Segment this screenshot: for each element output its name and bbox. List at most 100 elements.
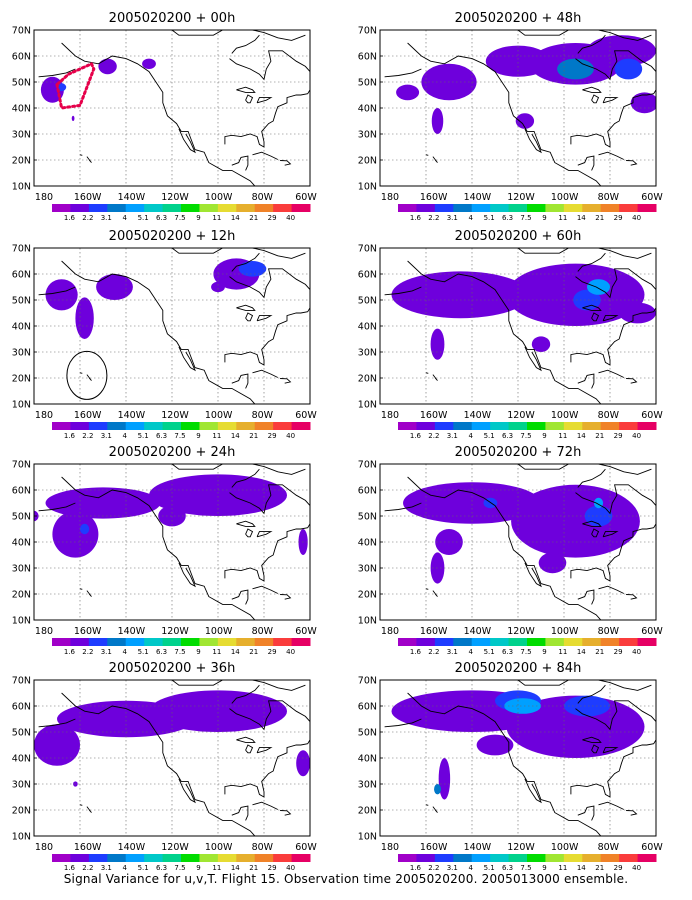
colorbar-label: 2.2: [428, 432, 439, 440]
panel-title: 2005020200 + 12h: [109, 229, 236, 244]
colorbar-label: 14: [231, 864, 240, 872]
coastline: [591, 312, 600, 322]
colorbar-swatch: [434, 638, 454, 646]
colorbar-swatch: [88, 854, 108, 862]
colorbar-swatch: [563, 204, 583, 212]
colorbar-swatch: [527, 204, 546, 212]
coastline: [582, 520, 602, 527]
colorbar-swatch: [637, 422, 657, 430]
colorbar-swatch: [254, 854, 274, 862]
colorbar-label: 1.6: [410, 864, 422, 872]
colorbar-label: 21: [595, 864, 604, 872]
colorbar-swatch: [107, 422, 127, 430]
coastline: [178, 778, 196, 804]
coastline: [524, 346, 542, 372]
coastline: [598, 680, 652, 691]
colorbar-swatch: [582, 204, 602, 212]
colorbar-swatch: [254, 638, 274, 646]
colorbar-swatch: [52, 638, 71, 646]
signal-region: [45, 279, 78, 311]
coastline: [577, 589, 595, 605]
latitude-label: 20N: [12, 590, 31, 601]
colorbar-swatch: [619, 854, 639, 862]
coastline: [280, 594, 292, 600]
colorbar-swatch: [527, 854, 546, 862]
colorbar-swatch: [125, 638, 145, 646]
coastline: [602, 747, 619, 754]
longitude-label: 100W: [205, 410, 233, 421]
colorbar-label: 7.5: [520, 214, 531, 222]
colorbar-label: 7.5: [520, 648, 531, 656]
coastline: [38, 68, 76, 78]
coastline: [231, 589, 249, 605]
colorbar-label: 9: [542, 648, 546, 656]
signal-region: [511, 484, 640, 558]
colorbar-swatch: [291, 638, 311, 646]
map-area: [380, 680, 656, 836]
colorbar-swatch: [508, 422, 528, 430]
latitude-label: 60N: [358, 52, 377, 63]
longitude-label: 80W: [252, 626, 274, 637]
colorbar-label: 21: [595, 432, 604, 440]
colorbar-swatch: [619, 422, 639, 430]
colorbar-swatch: [291, 854, 311, 862]
colorbar-label: 6.3: [156, 864, 167, 872]
coastline: [570, 739, 656, 798]
colorbar-swatch: [199, 422, 219, 430]
colorbar-label: 4: [468, 432, 473, 440]
signal-region: [515, 113, 535, 129]
coastline: [252, 585, 278, 594]
latitude-label: 70N: [358, 676, 377, 687]
coastline: [171, 680, 223, 686]
colorbar-label: 21: [595, 648, 604, 656]
latitude-label: 40N: [358, 322, 377, 333]
coastline: [38, 718, 76, 728]
signal-region: [98, 58, 117, 75]
colorbar-label: 2.2: [82, 648, 93, 656]
colorbar-label: 29: [268, 864, 277, 872]
colorbar-label: 11: [558, 214, 567, 222]
colorbar-swatch: [254, 204, 274, 212]
colorbar-label: 9: [196, 864, 200, 872]
longitude-label: 100W: [205, 192, 233, 203]
colorbar-label: 29: [268, 214, 277, 222]
longitude-label: 180: [381, 842, 399, 853]
longitude-label: 100W: [551, 626, 579, 637]
colorbar-swatch: [416, 854, 436, 862]
coastline: [245, 744, 254, 754]
coastline: [178, 562, 196, 588]
colorbar-swatch: [70, 204, 90, 212]
latitude-label: 50N: [12, 296, 31, 307]
longitude-label: 140W: [464, 842, 492, 853]
coastline: [236, 86, 256, 93]
coastline: [626, 378, 638, 384]
colorbar-swatch: [144, 638, 164, 646]
colorbar-swatch: [398, 204, 417, 212]
longitude-label: 60W: [295, 192, 317, 203]
colorbar-label: 1.6: [410, 214, 422, 222]
colorbar-swatch: [273, 422, 293, 430]
coastline: [229, 268, 310, 299]
colorbar-swatch: [582, 422, 602, 430]
latitude-label: 40N: [358, 754, 377, 765]
latitude-label: 40N: [12, 754, 31, 765]
coastline: [432, 374, 438, 381]
colorbar-label: 7.5: [174, 864, 185, 872]
longitude-label: 100W: [205, 626, 233, 637]
figure-caption: Signal Variance for u,v,T. Flight 15. Ob…: [63, 872, 629, 886]
colorbar-swatch: [619, 204, 639, 212]
colorbar-label: 9: [542, 432, 546, 440]
coastline: [432, 590, 438, 597]
colorbar-swatch: [52, 854, 71, 862]
colorbar-label: 21: [249, 864, 258, 872]
colorbar-label: 11: [212, 432, 221, 440]
panel-title: 2005020200 + 72h: [455, 445, 582, 460]
colorbar-swatch: [217, 204, 237, 212]
colorbar-label: 3.1: [101, 648, 112, 656]
coastline: [79, 588, 83, 590]
colorbar-label: 3.1: [101, 214, 112, 222]
latitude-label: 10N: [12, 400, 31, 411]
colorbar-swatch: [434, 422, 454, 430]
map-panel: 2005020200 + 00h 70N 60N 50N 40N 30N 20N 10N 180…: [12, 11, 318, 222]
latitude-label: 30N: [12, 780, 31, 791]
